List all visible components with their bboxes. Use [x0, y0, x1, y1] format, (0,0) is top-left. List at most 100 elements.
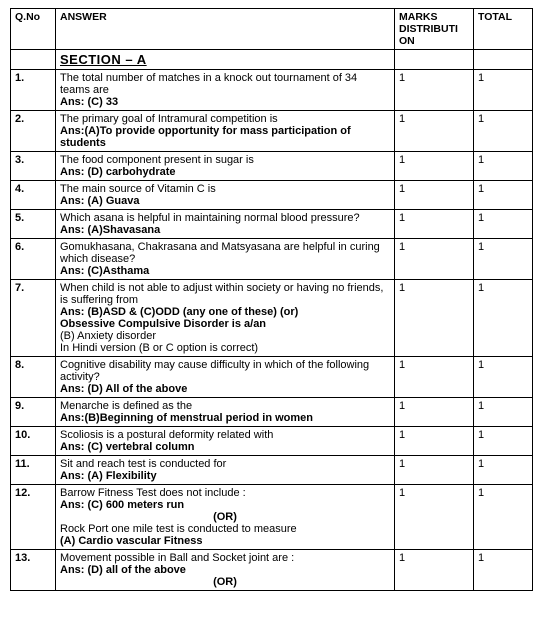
table-row: 13. Movement possible in Ball and Socket …: [11, 550, 533, 591]
marks-cell: 1: [395, 485, 474, 550]
qno-cell: 1.: [11, 70, 56, 111]
answer-cell: Scoliosis is a postural deformity relate…: [56, 427, 395, 456]
total-cell: 1: [474, 357, 533, 398]
answer-line-bold: Ans: (B)ASD & (C)ODD (any one of these) …: [60, 306, 390, 318]
qno-cell: 11.: [11, 456, 56, 485]
qno-cell: 10.: [11, 427, 56, 456]
answer-line-bold: Ans: (C) 600 meters run: [60, 499, 390, 511]
answer-line: Rock Port one mile test is conducted to …: [60, 523, 390, 535]
marks-cell: 1: [395, 280, 474, 357]
header-qno: Q.No: [11, 9, 56, 50]
answer-line: In Hindi version (B or C option is corre…: [60, 342, 390, 354]
qno-cell: 7.: [11, 280, 56, 357]
answer-cell: The total number of matches in a knock o…: [56, 70, 395, 111]
answer-line: Which asana is helpful in maintaining no…: [60, 212, 390, 224]
total-cell: 1: [474, 239, 533, 280]
qno-cell: 12.: [11, 485, 56, 550]
qno-cell: 13.: [11, 550, 56, 591]
answer-line-bold: Ans: (C) vertebral column: [60, 441, 390, 453]
answer-line: (B) Anxiety disorder: [60, 330, 390, 342]
answer-line: Barrow Fitness Test does not include :: [60, 487, 390, 499]
marks-cell: 1: [395, 181, 474, 210]
qno-cell: 5.: [11, 210, 56, 239]
qno-cell: 4.: [11, 181, 56, 210]
section-title: SECTION – A: [60, 52, 147, 67]
table-row: 9.Menarche is defined as theAns:(B)Begin…: [11, 398, 533, 427]
answer-cell: Menarche is defined as theAns:(B)Beginni…: [56, 398, 395, 427]
header-answer: ANSWER: [56, 9, 395, 50]
marks-cell: 1: [395, 111, 474, 152]
marks-cell: 1: [395, 210, 474, 239]
answer-line: The main source of Vitamin C is: [60, 183, 390, 195]
answer-cell: Which asana is helpful in maintaining no…: [56, 210, 395, 239]
answer-line-bold: (OR): [60, 576, 390, 588]
answer-line-bold: Ans: (A) Guava: [60, 195, 390, 207]
qno-cell: 6.: [11, 239, 56, 280]
answer-line: Gomukhasana, Chakrasana and Matsyasana a…: [60, 241, 390, 265]
answer-line-bold: Ans:(A)To provide opportunity for mass p…: [60, 125, 390, 149]
answer-line-bold: Obsessive Compulsive Disorder is a/an: [60, 318, 390, 330]
answer-line-bold: Ans: (C)Asthama: [60, 265, 390, 277]
answer-line-bold: Ans: (C) 33: [60, 96, 390, 108]
answer-cell: Movement possible in Ball and Socket joi…: [56, 550, 395, 591]
table-row: 10. Scoliosis is a postural deformity rel…: [11, 427, 533, 456]
qno-cell: 2.: [11, 111, 56, 152]
table-row: 5. Which asana is helpful in maintaining …: [11, 210, 533, 239]
table-body: SECTION – A 1.The total number of matche…: [11, 50, 533, 591]
header-row: Q.No ANSWER MARKS DISTRIBUTI ON TOTAL: [11, 9, 533, 50]
total-cell: 1: [474, 427, 533, 456]
total-cell: 1: [474, 70, 533, 111]
answer-cell: Gomukhasana, Chakrasana and Matsyasana a…: [56, 239, 395, 280]
answer-cell: The main source of Vitamin C isAns: (A) …: [56, 181, 395, 210]
header-total: TOTAL: [474, 9, 533, 50]
answer-line: Menarche is defined as the: [60, 400, 390, 412]
section-empty-qno: [11, 50, 56, 70]
total-cell: 1: [474, 456, 533, 485]
qno-cell: 3.: [11, 152, 56, 181]
marks-cell: 1: [395, 427, 474, 456]
marks-cell: 1: [395, 70, 474, 111]
answer-line-bold: Ans:(B)Beginning of menstrual period in …: [60, 412, 390, 424]
answer-line: When child is not able to adjust within …: [60, 282, 390, 306]
total-cell: 1: [474, 398, 533, 427]
answer-line-bold: (A) Cardio vascular Fitness: [60, 535, 390, 547]
page-root: Q.No ANSWER MARKS DISTRIBUTI ON TOTAL SE…: [0, 0, 540, 599]
table-row: 8.Cognitive disability may cause difficu…: [11, 357, 533, 398]
table-row: 3.The food component present in sugar is…: [11, 152, 533, 181]
total-cell: 1: [474, 152, 533, 181]
answer-cell: The primary goal of Intramural competiti…: [56, 111, 395, 152]
answer-cell: Cognitive disability may cause difficult…: [56, 357, 395, 398]
answer-line-bold: Ans: (D) carbohydrate: [60, 166, 390, 178]
answer-line: The total number of matches in a knock o…: [60, 72, 390, 96]
header-marks: MARKS DISTRIBUTI ON: [395, 9, 474, 50]
total-cell: 1: [474, 550, 533, 591]
qno-cell: 9.: [11, 398, 56, 427]
answer-line: Cognitive disability may cause difficult…: [60, 359, 390, 383]
table-row: 11.Sit and reach test is conducted forAn…: [11, 456, 533, 485]
section-title-cell: SECTION – A: [56, 50, 395, 70]
answer-line-bold: Ans: (D) all of the above: [60, 564, 390, 576]
section-row: SECTION – A: [11, 50, 533, 70]
marks-cell: 1: [395, 152, 474, 181]
answer-line: Movement possible in Ball and Socket joi…: [60, 552, 390, 564]
marks-cell: 1: [395, 357, 474, 398]
total-cell: 1: [474, 280, 533, 357]
answer-cell: Barrow Fitness Test does not include :An…: [56, 485, 395, 550]
answer-cell: When child is not able to adjust within …: [56, 280, 395, 357]
answer-line-bold: Ans: (A) Flexibility: [60, 470, 390, 482]
section-empty-marks: [395, 50, 474, 70]
total-cell: 1: [474, 210, 533, 239]
answer-cell: Sit and reach test is conducted forAns: …: [56, 456, 395, 485]
table-row: 7.When child is not able to adjust withi…: [11, 280, 533, 357]
marks-cell: 1: [395, 550, 474, 591]
marks-cell: 1: [395, 239, 474, 280]
qno-cell: 8.: [11, 357, 56, 398]
section-empty-total: [474, 50, 533, 70]
answer-key-table: Q.No ANSWER MARKS DISTRIBUTI ON TOTAL SE…: [10, 8, 533, 591]
table-row: 12.Barrow Fitness Test does not include …: [11, 485, 533, 550]
marks-cell: 1: [395, 398, 474, 427]
answer-line: Scoliosis is a postural deformity relate…: [60, 429, 390, 441]
total-cell: 1: [474, 111, 533, 152]
answer-line: Sit and reach test is conducted for: [60, 458, 390, 470]
answer-line-bold: Ans: (A)Shavasana: [60, 224, 390, 236]
